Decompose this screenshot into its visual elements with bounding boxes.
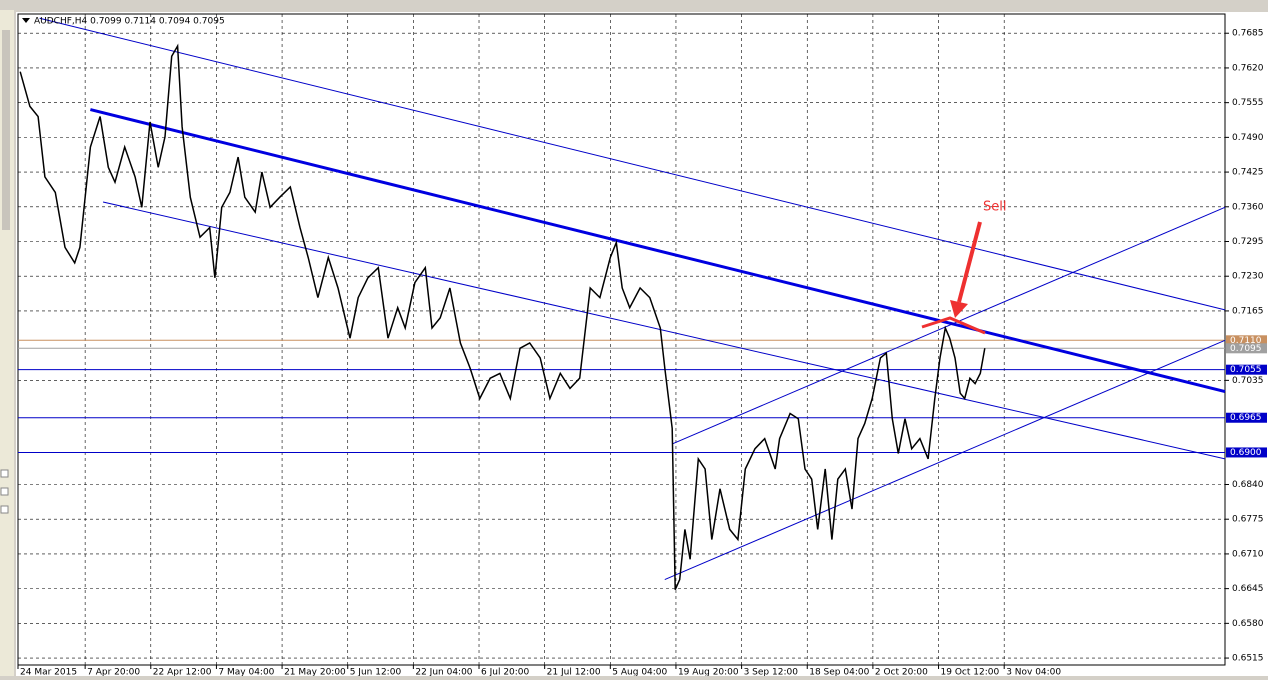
x-tick-label: 19 Oct 12:00 (941, 668, 1000, 677)
trend-line (664, 339, 1226, 581)
x-tick-label: 19 Aug 20:00 (678, 668, 739, 677)
y-tick-label: 0.7295 (1232, 237, 1264, 247)
trend-line (102, 201, 1226, 460)
level-label: 0.6965 (1230, 413, 1262, 423)
x-tick-label: 21 May 20:00 (284, 668, 346, 677)
x-tick-label: 7 Apr 20:00 (87, 668, 140, 677)
y-tick-label: 0.6775 (1232, 515, 1264, 525)
level-label-box (1226, 343, 1267, 354)
x-tick-label: 3 Nov 04:00 (1006, 668, 1061, 677)
y-tick-label: 0.7555 (1232, 98, 1264, 108)
y-tick-label: 0.7620 (1232, 63, 1264, 73)
x-tick-label: 5 Jun 12:00 (350, 668, 402, 677)
x-tick-label: 18 Sep 04:00 (809, 668, 869, 677)
y-tick-label: 0.7685 (1232, 29, 1264, 39)
tree-toggle[interactable] (0, 505, 9, 514)
sell-arrow (957, 221, 982, 303)
level-label-box (1226, 364, 1267, 375)
level-label: 0.6900 (1230, 448, 1262, 458)
y-tick-label: 0.7230 (1232, 272, 1264, 282)
chart-title: AUDCHF,H4 0.7099 0.7114 0.7094 0.7095 (34, 17, 225, 27)
y-tick-label: 0.6840 (1232, 480, 1264, 490)
trend-line (89, 108, 1226, 394)
y-tick-label: 0.7165 (1232, 306, 1264, 316)
x-tick-label: 5 Aug 04:00 (612, 668, 667, 677)
y-tick-label: 0.7035 (1232, 376, 1264, 386)
level-label-box (1226, 335, 1267, 346)
trend-line (39, 17, 1226, 311)
chart-background (16, 12, 1268, 676)
tree-toggle[interactable] (0, 469, 9, 478)
scrollbar[interactable] (2, 30, 10, 230)
x-tick-label: 3 Sep 12:00 (744, 668, 799, 677)
annotation: Sell (983, 200, 1006, 215)
x-tick-label: 22 Jun 04:00 (415, 668, 472, 677)
y-tick-label: 0.7490 (1232, 133, 1264, 143)
level-label-box (1226, 447, 1267, 458)
price-line (19, 43, 986, 591)
top-marker (921, 316, 986, 335)
y-tick-label: 0.7425 (1232, 168, 1264, 178)
x-tick-label: 2 Oct 20:00 (875, 668, 928, 677)
tree-toggle[interactable] (0, 487, 9, 496)
x-tick-label: 24 Mar 2015 (20, 668, 77, 677)
level-label: 0.7055 (1230, 365, 1262, 375)
x-tick-label: 6 Jul 20:00 (481, 668, 530, 677)
toolbar (0, 0, 1268, 10)
y-tick-label: 0.6580 (1232, 619, 1264, 629)
level-label-box (1226, 412, 1267, 423)
level-label: 0.7095 (1230, 344, 1262, 354)
y-tick-label: 0.6645 (1232, 584, 1264, 594)
collapse-icon[interactable] (22, 18, 30, 23)
y-tick-label: 0.7360 (1232, 202, 1264, 212)
level-label: 0.7110 (1230, 336, 1262, 346)
y-tick-label: 0.6515 (1232, 654, 1264, 664)
sell-arrow-head (950, 300, 968, 318)
x-tick-label: 21 Jul 12:00 (547, 668, 601, 677)
x-tick-label: 7 May 04:00 (218, 668, 274, 677)
trend-line (672, 206, 1226, 445)
x-tick-label: 22 Apr 12:00 (153, 668, 212, 677)
y-tick-label: 0.6710 (1232, 549, 1264, 559)
